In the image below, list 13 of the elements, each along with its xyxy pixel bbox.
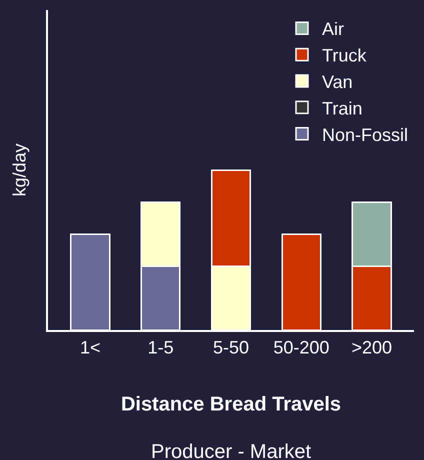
legend-label: Air [322, 19, 344, 40]
x-tick-label: 5-50 [212, 338, 250, 358]
x-axis-title: Distance Bread Travels [120, 394, 342, 416]
text: Producer - Market [151, 441, 312, 460]
legend-label: Van [322, 72, 353, 92]
x-tick-label: 50-200 [273, 338, 330, 358]
legend-label: Train [322, 98, 362, 118]
x-tick-label: 1-5 [148, 338, 174, 358]
y-axis-title: kg/day [10, 143, 30, 197]
legend-label: Non-Fossil [322, 124, 408, 145]
x-tick-label: >200 [351, 338, 392, 358]
x-tick-label: 1< [80, 338, 100, 358]
legend-label: Truck [322, 46, 368, 66]
